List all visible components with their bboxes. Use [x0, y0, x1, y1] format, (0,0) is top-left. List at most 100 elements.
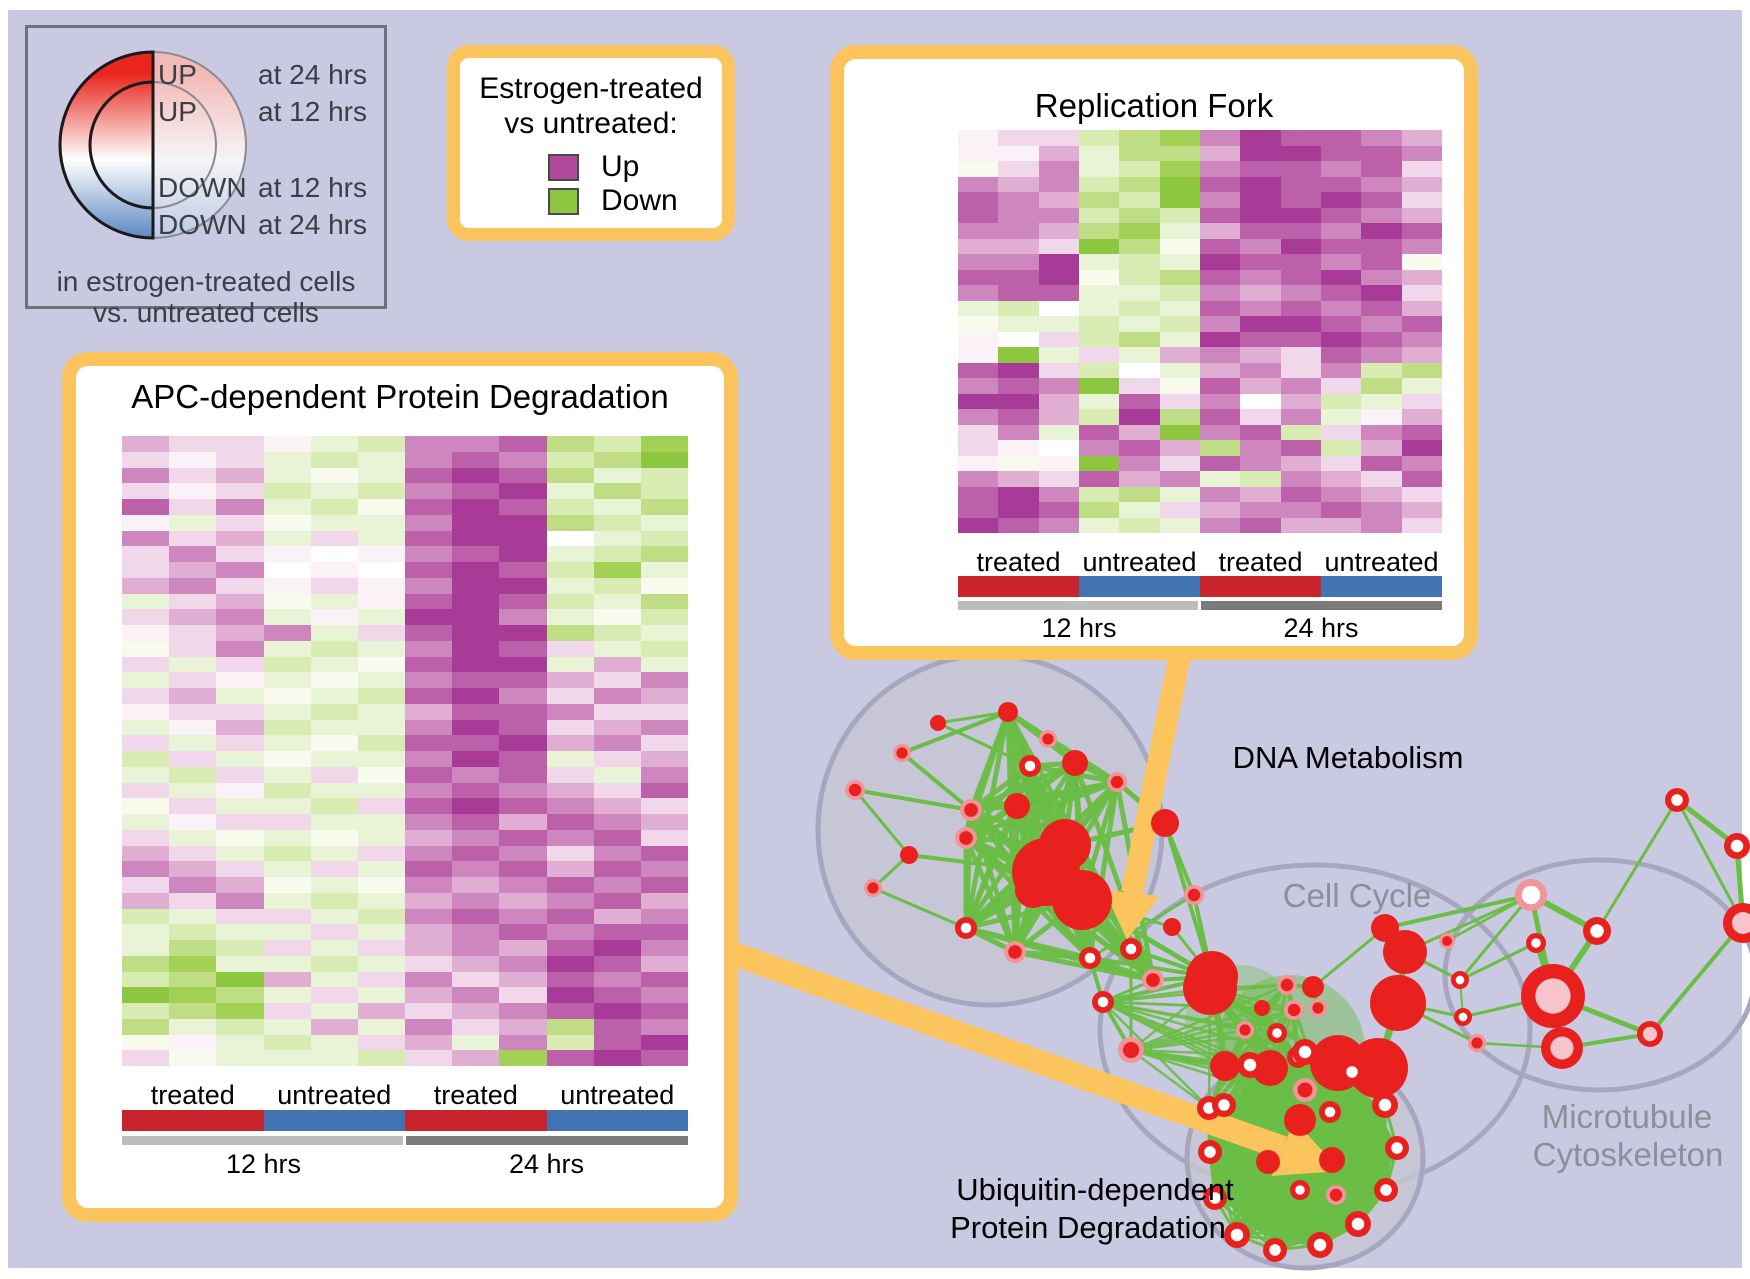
heatmap-cell: [998, 300, 1039, 316]
heatmap-cell: [546, 798, 594, 814]
heatmap-cell: [452, 483, 500, 499]
heatmap-cell: [263, 971, 311, 988]
heatmap-cell: [1361, 223, 1402, 239]
heatmap-cell: [1199, 176, 1241, 192]
network-node: [1297, 1082, 1313, 1098]
heatmap-cell: [1119, 316, 1160, 332]
heatmap-cell: [1361, 393, 1402, 409]
heatmap-cell: [998, 347, 1039, 363]
heatmap-cell: [1159, 362, 1200, 378]
heatmap-cell: [640, 892, 688, 909]
heatmap-cell: [1401, 207, 1442, 223]
network-label: DNA Metabolism: [1233, 740, 1464, 775]
heatmap-cell: [499, 829, 547, 846]
heatmap-cell: [640, 640, 688, 657]
heatmap-cell: [1199, 517, 1241, 533]
heatmap-cell: [640, 514, 688, 531]
heatmap-cell: [357, 766, 405, 783]
heatmap-cell: [1240, 486, 1281, 502]
heatmap-cell: [1038, 517, 1079, 533]
heatmap-cell: [405, 892, 453, 909]
heatmap-cell: [1401, 455, 1442, 471]
heatmap-cell: [998, 486, 1039, 502]
heatmap-cell: [640, 861, 688, 877]
heatmap-cell: [546, 908, 594, 925]
heatmap-cell: [593, 814, 641, 830]
heatmap-cell: [310, 735, 358, 751]
heatmap-cell: [1078, 161, 1120, 177]
heatmap-cell: [405, 577, 453, 594]
heatmap-cell: [998, 254, 1039, 270]
heatmap-cell: [1199, 192, 1241, 208]
heatmap-cell: [357, 845, 405, 862]
heatmap-cell: [499, 719, 547, 736]
heatmap-cell: [357, 798, 405, 814]
heatmap-cell: [357, 436, 405, 452]
heatmap-cell: [1361, 176, 1402, 192]
heatmap-cell: [122, 467, 170, 484]
heatmap-cell: [216, 751, 264, 767]
heatmap-cell: [499, 625, 547, 641]
heatmap-cell: [499, 908, 547, 925]
heatmap-cell: [1280, 254, 1321, 270]
heatmap-cell: [310, 924, 358, 940]
heatmap-cell: [169, 845, 217, 862]
network-node: [1671, 794, 1683, 806]
heatmap-cell: [546, 467, 594, 484]
heatmap-cell: [1401, 409, 1442, 425]
heatmap-cell: [310, 1034, 358, 1051]
heatmap-cell: [1038, 409, 1079, 425]
heatmap-cell: [958, 362, 999, 378]
heatmap-cell: [310, 861, 358, 877]
heatmap-cell: [216, 987, 264, 1003]
heatmap-cell: [640, 798, 688, 814]
heatmap-cell: [1199, 161, 1241, 177]
heatmap-cell: [1401, 176, 1442, 192]
updown-legend-box: UP at 24 hrs UP at 12 hrs DOWN at 12 hrs…: [25, 25, 387, 328]
heatmap-cell: [499, 609, 547, 625]
heatmap-cell: [593, 625, 641, 641]
heatmap-cell: [1078, 455, 1120, 471]
heatmap-cell: [1240, 424, 1281, 440]
heatmap-cell: [640, 1018, 688, 1035]
network-node: [998, 702, 1018, 722]
heatmap-cell: [122, 955, 170, 972]
heatmap-cell: [310, 451, 358, 468]
updown-circle-glyph: [58, 50, 247, 240]
legend-item-up: Up: [548, 150, 639, 184]
heatmap-cell: [169, 609, 217, 625]
network-node: [1302, 976, 1324, 998]
heatmap-cell: [1240, 161, 1281, 177]
heatmap-cell: [1038, 285, 1079, 301]
heatmap-cell: [593, 467, 641, 484]
network-node: [1535, 978, 1571, 1014]
heatmap-cell: [310, 751, 358, 767]
heatmap-cell: [216, 814, 264, 830]
heatmap-cell: [357, 751, 405, 767]
heatmap-cell: [1199, 285, 1241, 301]
heatmap-cell: [1159, 316, 1200, 332]
heatmap-cell: [546, 735, 594, 751]
heatmap-cell: [1078, 486, 1120, 502]
heatmap-cell: [958, 223, 999, 239]
heatmap-cell: [546, 892, 594, 909]
replication-heatmap: [958, 130, 1442, 533]
heatmap-cell: [310, 829, 358, 846]
heatmap-cell: [546, 436, 594, 452]
heatmap-cell: [452, 861, 500, 877]
heatmap-cell: [1280, 424, 1321, 440]
heatmap-cell: [640, 735, 688, 751]
treated-label: treated: [976, 547, 1061, 577]
heatmap-cell: [263, 1018, 311, 1035]
heatmap-cell: [169, 593, 217, 610]
heatmap-cell: [169, 719, 217, 736]
heatmap-cell: [452, 436, 500, 452]
heatmap-cell: [1119, 254, 1160, 270]
network-node: [1324, 1106, 1336, 1118]
heatmap-cell: [169, 1003, 217, 1019]
heatmap-cell: [1240, 145, 1281, 161]
heatmap-cell: [640, 688, 688, 704]
heatmap-cell: [216, 625, 264, 641]
heatmap-cell: [452, 751, 500, 767]
heatmap-cell: [216, 892, 264, 909]
